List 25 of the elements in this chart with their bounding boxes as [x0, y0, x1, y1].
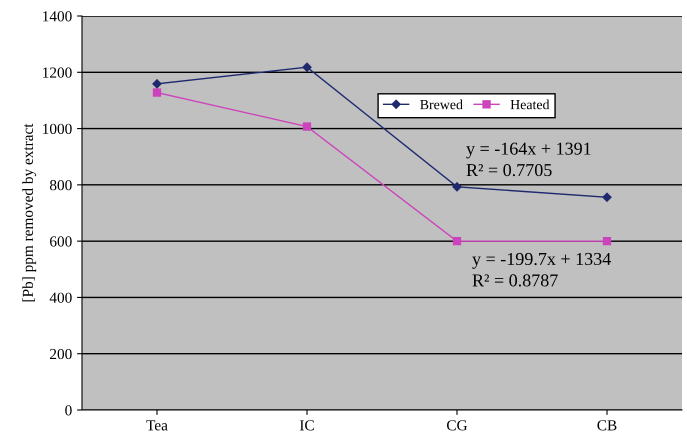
legend-label: Brewed: [420, 100, 463, 110]
y-tick-label: 400: [50, 292, 72, 303]
x-tick-label: CB: [597, 420, 616, 430]
y-tick-label: 1400: [43, 11, 72, 22]
y-tick-label: 1200: [43, 67, 72, 78]
point: [302, 122, 312, 131]
y-tick-label: 200: [50, 348, 72, 360]
y-tick-label: 600: [50, 236, 72, 247]
annotation: y = -164x + 1391 R² = 0.7705: [466, 142, 591, 176]
x-tick-label: CG: [447, 420, 468, 430]
y-tick-label: 1000: [43, 124, 72, 134]
point: [152, 88, 162, 97]
point: [602, 236, 612, 246]
legend-label: Heated: [510, 100, 550, 110]
y-tick-label: 800: [50, 180, 72, 190]
x-tick-label: Tea: [146, 420, 168, 430]
annotation: y = -199.7x + 1334 R² = 0.8787: [472, 252, 611, 287]
y-axis-title: [Pb] ppm removed by extract: [22, 124, 36, 302]
point: [152, 79, 162, 88]
x-tick-label: IC: [300, 420, 314, 430]
point: [602, 192, 612, 202]
y-tick-label: 0: [65, 405, 72, 416]
point: [302, 62, 312, 72]
point: [452, 182, 462, 192]
point: [452, 236, 462, 246]
